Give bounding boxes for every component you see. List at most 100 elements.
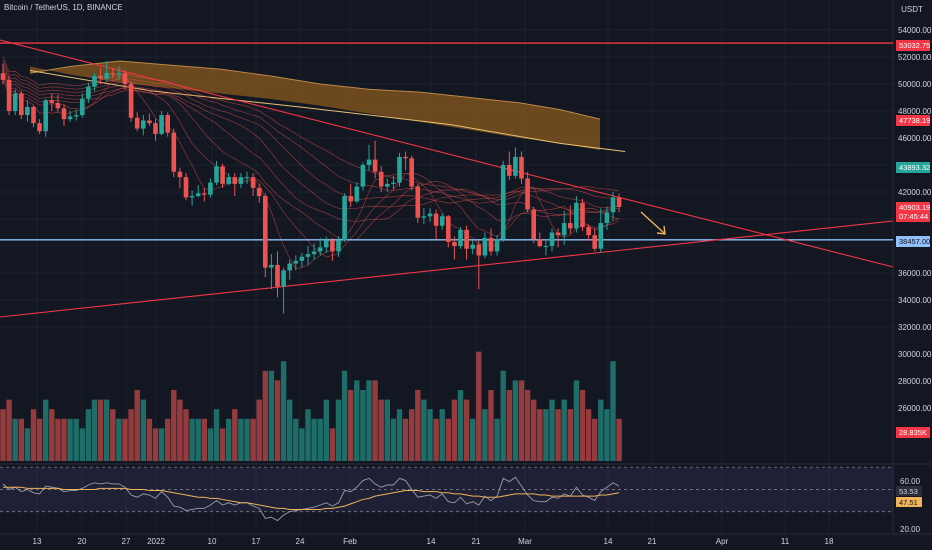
candle-body [55, 102, 61, 109]
candle-body [287, 263, 292, 271]
candlesticks [0, 61, 622, 314]
volume-bar [311, 418, 317, 461]
rsi-pane [0, 463, 932, 522]
volume-bar [61, 418, 67, 461]
volume-bar [43, 399, 49, 461]
time-label: 10 [208, 537, 217, 546]
ma-long-price-tag-text: 47738.19 [899, 116, 930, 125]
candle-body [397, 156, 402, 183]
ma-long-price-tag [896, 115, 930, 126]
candle-body [482, 237, 488, 256]
candle-body [220, 166, 225, 184]
volume-bar [421, 399, 427, 461]
rsi-ma-line [3, 486, 620, 510]
candle-body [543, 246, 549, 247]
price-tick: 26000.00 [898, 404, 932, 413]
candle-body [507, 165, 512, 176]
ascending-trend-line [0, 220, 894, 318]
time-label: 20 [78, 537, 87, 546]
trend-lines[interactable] [0, 39, 894, 318]
price-tick: 46000.00 [898, 134, 932, 143]
volume-bar [226, 418, 232, 461]
down-right-arrow-icon[interactable] [640, 211, 666, 235]
volume-bar [85, 409, 92, 461]
rsi-value-tag [896, 486, 922, 496]
candle-body [580, 202, 585, 228]
volume-bar [55, 418, 61, 461]
volume-bar [146, 418, 153, 461]
volume-bar [506, 390, 512, 461]
rsi-line [2, 476, 620, 522]
candle-body [128, 84, 134, 118]
candle-body [385, 183, 390, 187]
candle-body [226, 177, 231, 184]
rsi-axis[interactable]: 60.00 40.00 20.00 53.53 47.51 [896, 477, 922, 534]
volume-bar [335, 399, 342, 461]
volume-bar [201, 418, 207, 461]
candle-body [122, 73, 128, 84]
candle-body [208, 182, 213, 195]
volume-bar [409, 409, 415, 461]
candle-body [403, 156, 408, 159]
volume-bar [524, 390, 531, 461]
volume-bar [402, 418, 409, 461]
price-axis[interactable]: USDT 54000.00 52000.00 50000.00 48000.00… [896, 5, 932, 438]
volume-bar [268, 370, 275, 461]
volume-bar [415, 390, 421, 461]
last-price-tag [896, 202, 930, 222]
ma-ribbon-line [2, 62, 620, 208]
ma-ribbon-line [2, 56, 620, 201]
volume-bar [439, 409, 445, 461]
last-price-tag-text: 40903.19 [899, 203, 930, 212]
volume-bar [287, 399, 293, 461]
volume-bar [67, 418, 73, 461]
candle-body [171, 132, 177, 172]
time-axis[interactable]: 13 20 27 2022 10 17 24 Feb 14 21 Mar 14 … [0, 533, 932, 546]
candle-body [342, 196, 347, 241]
candle-body [19, 93, 24, 116]
price-tick: 36000.00 [898, 269, 932, 278]
candle-body [43, 100, 48, 132]
support-price-tag [896, 236, 930, 247]
volume-bar [470, 418, 476, 461]
volume-bar [427, 409, 433, 461]
candle-body [470, 244, 475, 249]
volume-bar [110, 409, 116, 461]
candle-body [305, 254, 311, 257]
rsi-tick: 60.00 [900, 477, 921, 486]
volume-bar [183, 409, 189, 461]
volume-bar [158, 428, 165, 461]
volume-bar [567, 409, 573, 461]
time-label: 21 [648, 537, 657, 546]
candle-body [281, 270, 286, 287]
candle-body [67, 116, 73, 120]
volume-bar [604, 409, 610, 461]
volume-bar [476, 351, 482, 461]
candle-body [531, 209, 536, 240]
volume-bar [30, 409, 37, 461]
volume-bar [140, 399, 146, 461]
candle-body [195, 193, 201, 197]
volume-bar [366, 380, 372, 461]
moving-average-ribbon [2, 56, 620, 270]
volume-bar [238, 418, 244, 461]
volume-bar [323, 399, 329, 461]
volume-bar [451, 399, 458, 461]
candle-body [458, 229, 463, 246]
volume-bar [104, 399, 110, 461]
price-tick: 54000.00 [898, 26, 932, 35]
volume-bar [378, 399, 384, 461]
volume-bar [219, 428, 226, 461]
candle-body [616, 197, 622, 207]
candle-body [86, 86, 91, 99]
candle-body [263, 196, 268, 268]
volume-bar [18, 418, 24, 461]
volume-bar [189, 418, 195, 461]
volume-bar [384, 399, 390, 461]
volume-bar [549, 399, 555, 461]
resistance-price-tag [896, 40, 930, 51]
volume-bar [116, 418, 122, 461]
volume-bar [73, 418, 79, 461]
price-tick: 32000.00 [898, 323, 932, 332]
